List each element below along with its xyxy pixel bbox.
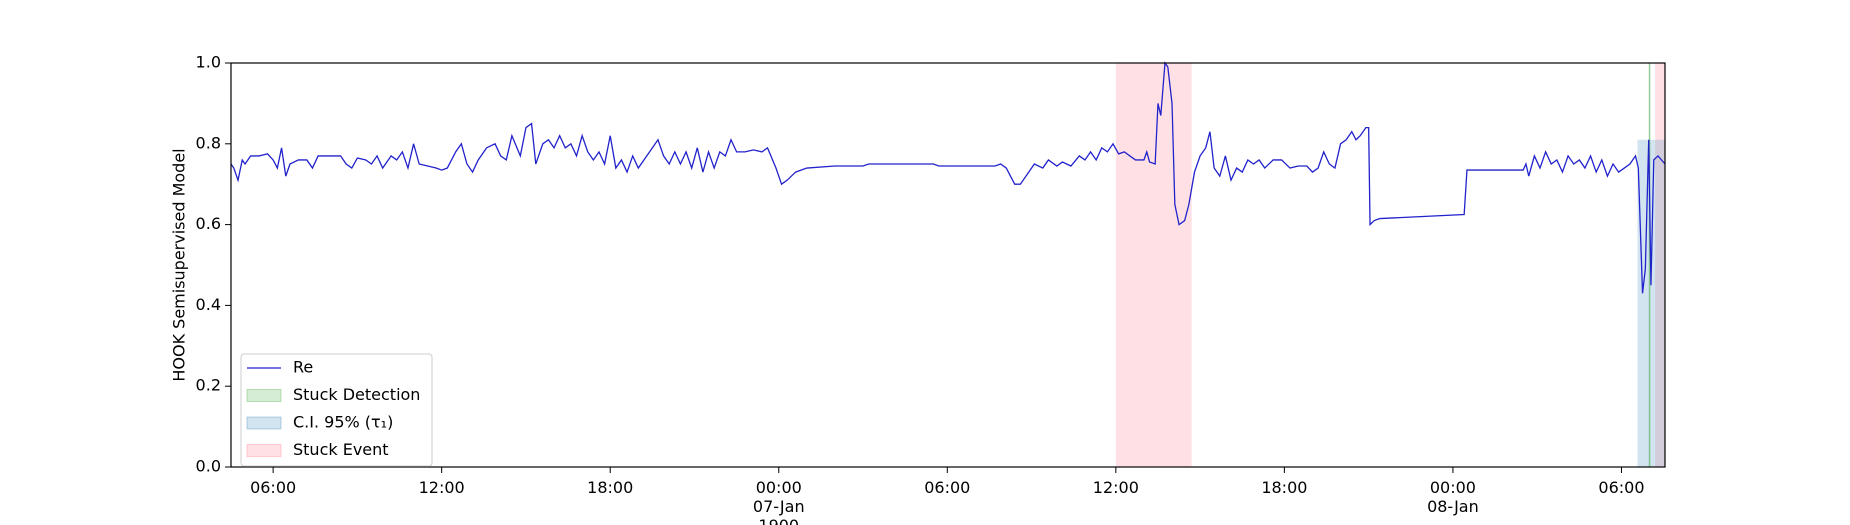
data-line (230, 61, 1666, 294)
y-tick-label: 1.0 (196, 53, 221, 72)
x-tick-label: 00:00 08-Jan (1427, 478, 1479, 516)
x-tick-label: 12:00 (1092, 478, 1139, 497)
legend-label: Stuck Event (293, 440, 389, 459)
x-tick-label: 18:00 (587, 478, 634, 497)
x-tick-label: 06:00 (1598, 478, 1645, 497)
legend-label: Re (293, 358, 313, 377)
x-tick-label: 06:00 (250, 478, 297, 497)
legend-patch (246, 389, 282, 402)
x-tick-label: 12:00 (418, 478, 465, 497)
legend-label: Stuck Detection (293, 385, 420, 404)
legend-patch (246, 444, 282, 457)
stuck-event-span (1655, 63, 1665, 467)
stuck-event-span (1115, 63, 1192, 467)
y-tick-label: 0.2 (196, 376, 221, 395)
y-tick-label: 0.4 (196, 295, 221, 314)
y-axis-label: HOOK Semisupervised Model (170, 148, 189, 381)
legend-label: C.I. 95% (τ₁) (293, 413, 393, 432)
y-tick-label: 0.0 (196, 457, 221, 476)
y-tick-label: 0.6 (196, 214, 221, 233)
y-tick-label: 0.8 (196, 133, 221, 152)
x-tick-label: 00:00 07-Jan 1900 (752, 478, 805, 525)
legend-box (240, 353, 433, 467)
x-tick-label: 18:00 (1261, 478, 1308, 497)
legend-patch (246, 416, 282, 430)
ci-span (1637, 139, 1665, 467)
x-tick-label: 06:00 (924, 478, 971, 497)
plot-frame (230, 62, 1666, 468)
